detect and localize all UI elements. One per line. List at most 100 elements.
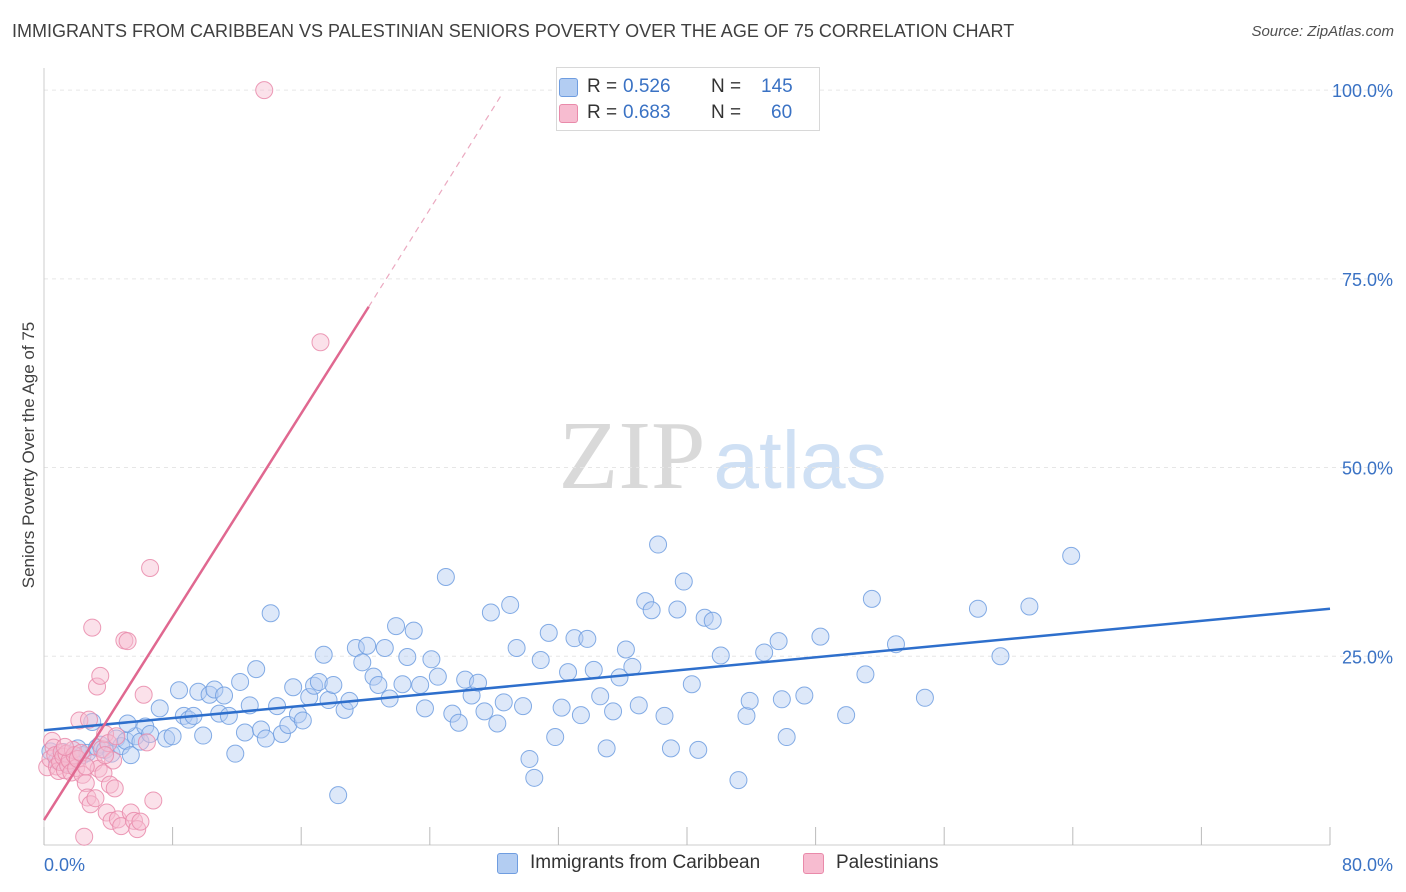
caribbean-point <box>636 592 655 611</box>
caribbean-point <box>552 698 571 717</box>
legend-n-value: 60 <box>771 102 793 123</box>
caribbean-point <box>915 688 934 707</box>
caribbean-point <box>261 604 280 623</box>
caribbean-point <box>597 739 616 758</box>
caribbean-point <box>565 629 584 648</box>
axes <box>43 68 1331 846</box>
source-label: Source: ZipAtlas.com <box>1251 23 1394 40</box>
caribbean-point <box>387 617 406 636</box>
caribbean-point <box>268 697 287 716</box>
palestinian-point <box>94 764 113 783</box>
palestinian-point <box>131 812 150 831</box>
caribbean-point <box>711 646 730 665</box>
palestinian-point <box>76 757 95 776</box>
caribbean-point <box>235 723 254 742</box>
palestinian-point <box>107 727 126 746</box>
palestinian-point <box>91 666 110 685</box>
caribbean-point <box>200 685 219 704</box>
y-tick-label: 50.0% <box>1342 459 1393 479</box>
caribbean-point <box>375 638 394 657</box>
caribbean-point <box>284 678 303 697</box>
caribbean-point <box>170 681 189 700</box>
x-tick-label: 0.0% <box>44 855 85 875</box>
caribbean-point <box>293 711 312 730</box>
caribbean-point <box>559 663 578 682</box>
bottom-legend-palestinians: Palestinians <box>803 852 938 874</box>
caribbean-point <box>539 623 558 642</box>
caribbean-point <box>309 672 328 691</box>
caribbean-point <box>737 706 756 725</box>
caribbean-point <box>837 706 856 725</box>
palestinian-point <box>83 618 102 637</box>
caribbean-point <box>252 720 271 739</box>
legend-r-label: R = <box>587 76 618 97</box>
caribbean-point <box>571 706 590 725</box>
palestinian-point <box>141 558 160 577</box>
caribbean-point <box>469 673 488 692</box>
caribbean-point <box>501 595 520 614</box>
caribbean-point <box>436 568 455 587</box>
watermark-zip: ZIP <box>559 402 706 510</box>
caribbean-point <box>856 665 875 684</box>
caribbean-point <box>163 727 182 746</box>
palestinian-point <box>81 795 100 814</box>
caribbean-point <box>1062 546 1081 565</box>
caribbean-point <box>703 611 722 630</box>
caribbean-point <box>364 667 383 686</box>
tick-labels: 25.0% 50.0% 75.0% 100.0% 0.0% 80.0% <box>44 81 1393 875</box>
caribbean-point <box>404 621 423 640</box>
palestinian-point <box>96 746 115 765</box>
y-tick-label: 25.0% <box>1342 647 1393 667</box>
chart-title: IMMIGRANTS FROM CARIBBEAN VS PALESTINIAN… <box>12 21 1015 41</box>
caribbean-point <box>769 632 788 651</box>
caribbean-point <box>150 699 169 718</box>
watermark-atlas: atlas <box>713 415 886 506</box>
caribbean-point <box>353 653 372 672</box>
caribbean-point <box>649 535 668 554</box>
palestinian-point <box>49 762 68 781</box>
caribbean-point <box>740 691 759 710</box>
caribbean-point <box>415 699 434 718</box>
caribbean-point <box>189 682 208 701</box>
caribbean-point <box>729 771 748 790</box>
legend-n-label: N = <box>711 102 742 123</box>
caribbean-point <box>661 739 680 758</box>
caribbean-point <box>393 675 412 694</box>
palestinian-point <box>97 803 116 822</box>
caribbean-point <box>194 726 213 745</box>
caribbean-point <box>481 603 500 622</box>
caribbean-point <box>616 640 635 659</box>
trend-lines <box>42 93 1331 821</box>
caribbean-point <box>369 675 388 694</box>
palestinian-point <box>137 733 156 752</box>
caribbean-point <box>777 728 796 747</box>
legend-swatch-blue <box>559 78 578 97</box>
caribbean-point <box>674 572 693 591</box>
bottom-legend-label: Immigrants from Caribbean <box>530 852 761 873</box>
legend-n-label: N = <box>711 76 742 97</box>
caribbean-point <box>682 675 701 694</box>
caribbean-point <box>507 638 526 657</box>
caribbean-point <box>314 645 333 664</box>
caribbean-point <box>531 651 550 670</box>
caribbean-point <box>126 727 145 746</box>
caribbean-point <box>226 744 245 763</box>
legend-r-label: R = <box>587 102 618 123</box>
palestinian-points <box>38 81 330 846</box>
caribbean-point <box>475 702 494 721</box>
caribbean-point <box>584 660 603 679</box>
caribbean-point <box>629 696 648 715</box>
caribbean-point <box>428 667 447 686</box>
caribbean-point <box>231 672 250 691</box>
caribbean-point <box>422 650 441 669</box>
caribbean-point <box>525 768 544 787</box>
palestinian-point <box>70 711 89 730</box>
grid-lines <box>44 89 1392 657</box>
caribbean-point <box>256 729 275 748</box>
x-tick-label: 80.0% <box>1342 855 1393 875</box>
caribbean-point <box>862 589 881 608</box>
caribbean-point <box>329 786 348 805</box>
caribbean-point <box>494 693 513 712</box>
palestinian-point <box>118 632 137 651</box>
caribbean-point <box>811 627 830 646</box>
